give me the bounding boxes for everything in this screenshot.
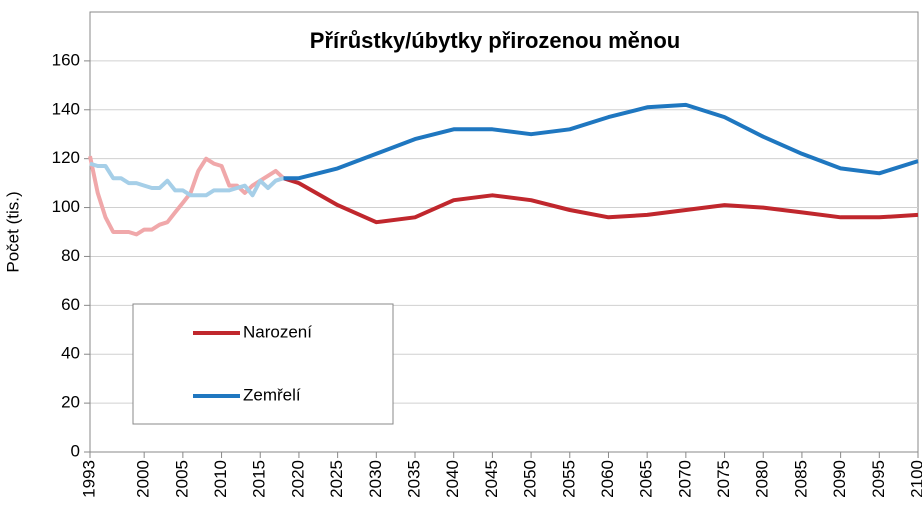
x-tick-label: 2025 — [327, 460, 346, 498]
x-tick-label: 2070 — [675, 460, 694, 498]
projection-line — [283, 102, 919, 181]
x-tick-label: 2050 — [521, 460, 540, 498]
x-tick-label: 2010 — [211, 460, 230, 498]
x-tick-label: 2030 — [366, 460, 385, 498]
legend-label: Narození — [243, 322, 312, 341]
y-tick-label: 40 — [61, 344, 80, 363]
x-tick-label: 2080 — [753, 460, 772, 498]
y-axis-label: Počet (tis.) — [3, 191, 22, 272]
x-tick-label: 2005 — [172, 460, 191, 498]
y-tick-label: 0 — [71, 441, 80, 460]
history-line — [88, 155, 285, 237]
x-tick-label: 2055 — [559, 460, 578, 498]
y-tick-label: 60 — [61, 295, 80, 314]
x-tick-label: 2065 — [637, 460, 656, 498]
x-tick-label: 2020 — [288, 460, 307, 498]
history-line — [89, 161, 285, 198]
y-tick-label: 80 — [61, 246, 80, 265]
x-tick-label: 2035 — [404, 460, 423, 498]
x-tick-label: 1993 — [79, 460, 98, 498]
y-tick-label: 160 — [52, 50, 80, 69]
x-tick-label: 2090 — [830, 460, 849, 498]
y-tick-label: 140 — [52, 99, 80, 118]
x-tick-label: 2100 — [907, 460, 922, 498]
x-tick-label: 2085 — [791, 460, 810, 498]
legend-label: Zemřelí — [243, 385, 301, 404]
x-tick-label: 2045 — [482, 460, 501, 498]
x-tick-label: 2040 — [443, 460, 462, 498]
legend-box — [132, 303, 394, 425]
x-tick-label: 2000 — [134, 460, 153, 498]
projection-line — [282, 176, 919, 225]
x-tick-label: 2095 — [869, 460, 888, 498]
y-tick-label: 100 — [52, 197, 80, 216]
x-tick-label: 2075 — [714, 460, 733, 498]
x-tick-label: 2060 — [598, 460, 617, 498]
x-tick-label: 2015 — [250, 460, 269, 498]
chart-title: Přírůstky/úbytky přirozenou měnou — [310, 28, 680, 53]
y-tick-label: 120 — [52, 148, 80, 167]
y-tick-label: 20 — [61, 393, 80, 412]
